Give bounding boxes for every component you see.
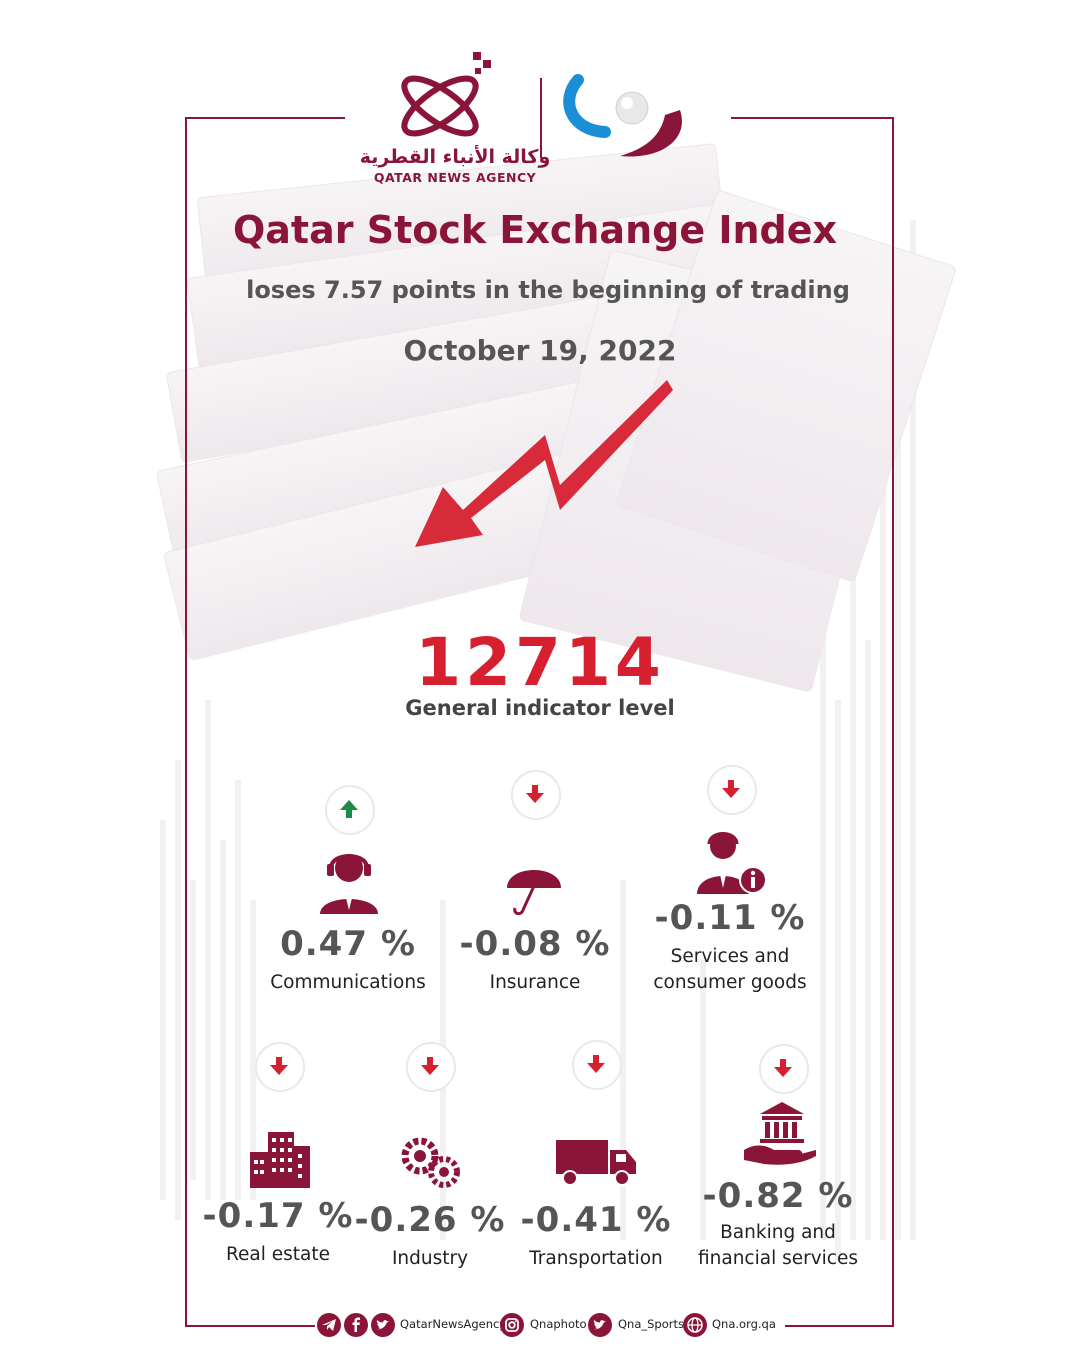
call-center-agent-icon	[320, 854, 378, 914]
sector-change-value: -0.41 %	[520, 1200, 672, 1240]
sector-label-line1: Banking and	[720, 1222, 836, 1243]
sector-change-value: -0.08 %	[459, 924, 611, 964]
down-trend-badge	[572, 1040, 622, 1090]
globe-icon[interactable]	[683, 1313, 707, 1337]
service-agent-info-icon	[697, 832, 767, 894]
bank-in-hand-icon	[744, 1102, 816, 1165]
arrow-down-icon	[774, 1059, 792, 1077]
sector-label: Real estate	[225, 1244, 330, 1265]
agency-name-english: QATAR NEWS AGENCY	[373, 170, 537, 185]
sector-label-line1: Services and	[670, 946, 790, 967]
down-trend-badge	[406, 1042, 456, 1092]
sector-change-value: 0.47 %	[280, 924, 416, 964]
down-trend-badge	[759, 1044, 809, 1094]
qna-logo	[385, 48, 525, 148]
arrow-down-icon	[421, 1057, 439, 1075]
building-icon	[250, 1132, 310, 1188]
footer-handle-main[interactable]: QatarNewsAgency	[400, 1317, 507, 1331]
arrow-up-icon	[340, 800, 358, 818]
sector-label-line2: consumer goods	[653, 972, 807, 993]
footer-handle-photo[interactable]: Qnaphoto	[530, 1317, 587, 1331]
arrow-down-icon	[722, 780, 740, 798]
sector-change-value: -0.17 %	[202, 1196, 354, 1236]
down-trend-badge	[511, 770, 561, 820]
partner-logo	[560, 60, 700, 170]
sector-change-value: -0.82 %	[702, 1176, 854, 1216]
telegram-icon[interactable]	[317, 1313, 341, 1337]
twitter-icon[interactable]	[371, 1313, 395, 1337]
decline-arrow-icon	[405, 375, 675, 555]
general-index-label: General indicator level	[405, 696, 675, 720]
instagram-icon[interactable]	[500, 1313, 524, 1337]
up-trend-badge	[325, 785, 375, 835]
agency-name-arabic: وكالة الأنباء القطرية	[359, 146, 551, 168]
arrow-down-icon	[526, 785, 544, 803]
truck-icon	[556, 1140, 636, 1186]
sector-label: Communications	[270, 972, 426, 993]
page-title: Qatar Stock Exchange Index	[232, 208, 837, 252]
sector-label: Transportation	[529, 1248, 663, 1269]
facebook-icon[interactable]	[344, 1313, 368, 1337]
footer-handle-sports[interactable]: Qna_Sports	[618, 1317, 685, 1331]
gears-icon	[401, 1137, 460, 1188]
down-trend-badge	[707, 765, 757, 815]
arrow-down-icon	[270, 1057, 288, 1075]
arrow-down-icon	[587, 1055, 605, 1073]
page-subtitle: loses 7.57 points in the beginning of tr…	[246, 276, 850, 304]
down-trend-badge	[255, 1042, 305, 1092]
footer-website-link[interactable]: Qna.org.qa	[712, 1317, 776, 1331]
logo-divider	[540, 78, 542, 158]
umbrella-icon	[507, 870, 561, 916]
twitter-sports-icon[interactable]	[588, 1313, 612, 1337]
sector-change-value: -0.11 %	[654, 898, 806, 938]
report-date: October 19, 2022	[403, 334, 677, 367]
sector-label: Insurance	[489, 972, 581, 993]
sector-label-line2: financial services	[697, 1248, 858, 1269]
sector-change-value: -0.26 %	[354, 1200, 506, 1240]
sector-label: Industry	[391, 1248, 469, 1269]
partner-emblem-icon	[563, 74, 682, 157]
qna-emblem-icon	[401, 52, 491, 137]
general-index-value: 12714	[415, 624, 665, 701]
